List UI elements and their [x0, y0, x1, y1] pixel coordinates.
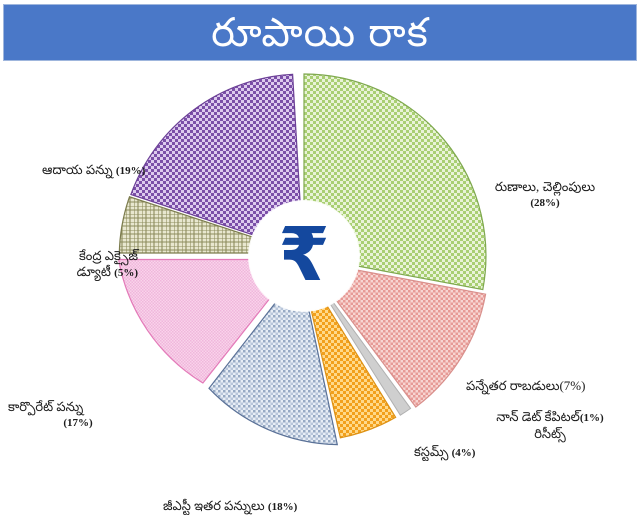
label-nondebt-capital-receipts: నాన్ డెట్ కేపిటల్(1%) రిసీట్స్: [466, 409, 634, 442]
label-gst-other-taxes-percent: (18%): [267, 501, 298, 513]
label-corporate-tax: కార్పొరేట్ పన్ను (17%): [8, 399, 148, 431]
pie-slice-corporate-tax[interactable]: [117, 258, 302, 384]
label-income-tax-text: ఆదాయ పన్ను: [42, 162, 113, 177]
rupee-symbol: ₹: [278, 212, 330, 298]
label-central-excise-duty-line2: డ్యూటీ: [76, 264, 111, 279]
label-borrowings-payments: రుణాలు, చెల్లింపులు (28%): [457, 179, 633, 211]
label-central-excise-duty: కేంద్ర ఎక్సైజ్ డ్యూటీ (5%): [20, 248, 138, 281]
label-corporate-tax-percent: (17%): [63, 417, 93, 429]
label-corporate-tax-text: కార్పొరేట్ పన్ను: [8, 399, 84, 414]
pie-chart: ₹ ఆదాయ పన్ను (19%) కేంద్ర ఎక్సైజ్ డ్యూటీ…: [0, 61, 640, 513]
label-nondebt-capital-receipts-percent: (1%): [579, 412, 604, 424]
label-borrowings-payments-percent: (28%): [530, 197, 560, 209]
donut-chart-graphic: ₹: [117, 70, 490, 446]
pie-slice-gst-other-taxes[interactable]: [208, 269, 339, 446]
label-customs: కస్టమ్స్ (4%): [414, 444, 475, 461]
pie-slice-nontax-revenue[interactable]: [305, 259, 487, 408]
label-central-excise-duty-line1: కేంద్ర ఎక్సైజ్: [78, 248, 138, 263]
label-nontax-revenue: పన్నేతర రాబడులు(7%): [466, 378, 586, 393]
label-nondebt-capital-receipts-line2: రిసీట్స్: [534, 426, 566, 441]
label-income-tax: ఆదాయ పన్ను (19%): [42, 162, 145, 179]
label-customs-text: కస్టమ్స్: [414, 444, 449, 459]
label-income-tax-percent: (19%): [115, 165, 146, 177]
title-bar: రూపాయి రాక: [3, 4, 637, 61]
label-gst-other-taxes: జీఎస్టీ ఇతర పన్నులు (18%): [163, 498, 297, 515]
label-borrowings-payments-text: రుణాలు, చెల్లింపులు: [494, 179, 596, 194]
label-gst-other-taxes-text: జీఎస్టీ ఇతర పన్నులు: [163, 498, 265, 513]
label-central-excise-duty-percent: (5%): [114, 267, 138, 279]
label-nondebt-capital-receipts-line1: నాన్ డెట్ కేపిటల్: [496, 409, 580, 424]
label-customs-percent: (4%): [451, 447, 476, 459]
donut-center-hub: ₹: [249, 201, 359, 311]
pie-slice-income-tax[interactable]: [130, 73, 304, 253]
page-title: రూపాయి రాక: [211, 10, 429, 55]
